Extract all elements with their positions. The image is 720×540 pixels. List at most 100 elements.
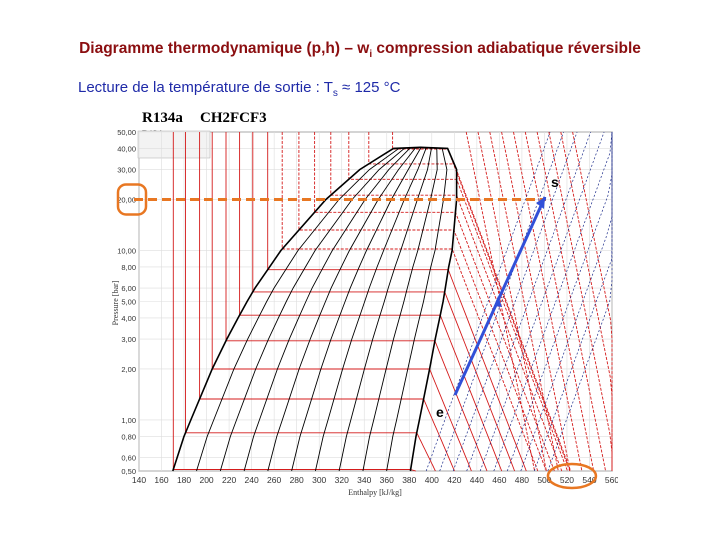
isentrope-line <box>479 131 605 472</box>
isentrope-line <box>493 131 613 472</box>
slide-subtitle: Lecture de la température de sortie : Ts… <box>78 79 401 99</box>
x-tick-label: 560 <box>605 475 618 485</box>
quality-line <box>196 146 421 472</box>
isotherm-lines <box>172 131 613 472</box>
arrow-mid-marker <box>494 296 502 307</box>
quality-line <box>386 146 448 472</box>
isentrope-line <box>547 132 613 472</box>
x-tick-label: 480 <box>515 475 529 485</box>
fluid-formula: CH2FCF3 <box>200 110 267 126</box>
y-tick-label: 10,00 <box>117 246 136 255</box>
x-tick-label: 280 <box>290 475 304 485</box>
isotherm-line <box>513 131 583 472</box>
saturation-dome <box>172 146 458 472</box>
quality-line <box>338 146 432 472</box>
isotherm-line <box>252 132 516 472</box>
isentrope-line <box>466 131 591 472</box>
isotherm-line <box>524 131 595 472</box>
isotherm-line <box>298 132 547 472</box>
isentrope-line <box>452 131 578 472</box>
y-tick-label: 4,00 <box>121 314 136 323</box>
isotherm-line <box>368 132 572 472</box>
isotherm-line <box>465 131 536 472</box>
fluid-name: R134a <box>142 110 183 126</box>
isotherm-line <box>281 132 539 472</box>
info-box <box>137 130 211 159</box>
isotherm-line <box>572 131 613 471</box>
x-tick-label: 460 <box>492 475 506 485</box>
x-tick-labels: 140 160 180 200 220 240 260 280 300 320 340 360 380 4… <box>132 475 618 485</box>
y-tick-label: 20,00 <box>117 195 136 204</box>
isotherm-line <box>330 132 563 472</box>
x-tick-label: 400 <box>425 475 439 485</box>
saturation-curve <box>172 146 458 472</box>
isentrope-line <box>506 132 613 472</box>
isotherm-line <box>477 131 547 472</box>
isentrope-line <box>439 131 564 472</box>
y-tick-labels: 50,00 40,00 30,00 20,00 10,00 8,00 6,00 5,00 4,0… <box>117 128 136 476</box>
isentrope-line <box>425 131 551 472</box>
quality-line <box>243 146 421 472</box>
isotherm-line <box>239 132 503 472</box>
isotherm-line <box>211 132 472 472</box>
y-tick-label: 3,00 <box>121 335 136 344</box>
x-tick-label: 380 <box>402 475 416 485</box>
x-tick-label: 220 <box>222 475 236 485</box>
quality-line <box>291 147 421 472</box>
isotherm-line <box>560 131 613 471</box>
x-tick-label: 240 <box>245 475 259 485</box>
y-tick-label: 6,00 <box>121 284 136 293</box>
quality-lines <box>196 146 448 472</box>
isotherm-line <box>489 131 559 472</box>
y-tick-label: 0,50 <box>121 467 136 476</box>
quality-line <box>219 146 421 472</box>
x-tick-label: 300 <box>312 475 326 485</box>
x-tick-label: 360 <box>380 475 394 485</box>
isotherm-line <box>348 132 568 472</box>
point-e-label: e <box>436 404 444 420</box>
y-axis-label: Pressure [bar] <box>111 280 120 325</box>
y-tick-label: 1,00 <box>121 416 136 425</box>
quality-line <box>362 146 438 472</box>
ph-diagram: R134a CH2FCF3 R134a 14016018020022024026… <box>100 103 618 500</box>
y-tick-label: 0,60 <box>121 454 136 463</box>
compression-arrow <box>453 196 547 396</box>
x-tick-label: 320 <box>335 475 349 485</box>
isentrope-lines <box>425 131 613 472</box>
x-axis-label: Enthalpy [kJ/kg] <box>348 488 402 497</box>
x-tick-label: 540 <box>582 475 596 485</box>
x-tick-label: 180 <box>177 475 191 485</box>
x-tick-label: 340 <box>357 475 371 485</box>
x-tick-label: 520 <box>560 475 574 485</box>
y-tick-label: 5,00 <box>121 298 136 307</box>
isentrope-line <box>520 132 613 472</box>
x-tick-label: 160 <box>154 475 168 485</box>
isotherm-line <box>185 132 436 472</box>
y-tick-label: 30,00 <box>117 166 136 175</box>
isotherm-line <box>536 131 607 472</box>
y-tick-label: 2,00 <box>121 365 136 374</box>
arrow-head <box>536 197 545 209</box>
x-tick-label: 440 <box>470 475 484 485</box>
x-tick-label: 140 <box>132 475 146 485</box>
quality-line <box>314 146 427 472</box>
y-tick-label: 40,00 <box>117 144 136 153</box>
x-tick-label: 500 <box>537 475 551 485</box>
slide-title: Diagramme thermodynamique (p,h) – wi com… <box>79 40 641 61</box>
point-s-label: s <box>551 174 559 190</box>
x-tick-label: 420 <box>447 475 461 485</box>
isotherm-line <box>501 131 571 472</box>
y-tick-label: 0,80 <box>121 432 136 441</box>
quality-line <box>267 146 421 472</box>
isotherm-line <box>225 132 488 472</box>
y-tick-label: 8,00 <box>121 263 136 272</box>
y-tick-highlight <box>116 183 148 216</box>
highlight-overlays <box>116 183 598 490</box>
isotherm-line <box>199 132 455 472</box>
x-tick-label: 260 <box>267 475 281 485</box>
isotherm-line <box>548 131 613 471</box>
isotherm-line <box>267 132 527 472</box>
isotherm-line <box>314 132 555 472</box>
x-tick-label: 200 <box>199 475 213 485</box>
y-tick-label: 50,00 <box>117 128 136 137</box>
